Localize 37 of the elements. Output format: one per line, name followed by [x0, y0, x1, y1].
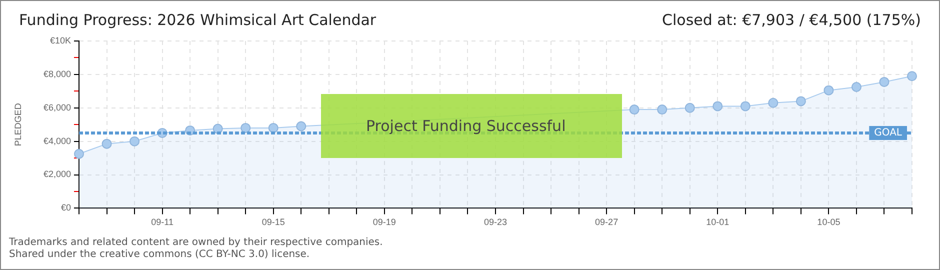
x-tick-label: 09-11 [151, 217, 174, 228]
x-tick-label: 10-01 [706, 217, 730, 228]
point [629, 104, 640, 115]
point [796, 96, 806, 106]
x-tick-label: 09-19 [372, 217, 396, 228]
chart-title: Funding Progress: 2026 Whimsical Art Calendar [19, 11, 376, 29]
y-tick-label: €8,000 [43, 68, 71, 79]
point [907, 71, 917, 82]
annotation: Project Funding Successful [366, 117, 566, 135]
point [712, 101, 723, 112]
text: Shared under the creative commons (CC BY-NC 3.0) license. [9, 249, 310, 260]
point [740, 101, 750, 112]
point [130, 136, 140, 146]
point [768, 98, 778, 108]
x-tick-label: 09-15 [262, 217, 285, 228]
y-tick-label: €10K [50, 35, 71, 46]
text: Trademarks and related content are owned by their respective companies. [9, 237, 383, 248]
point [684, 102, 695, 113]
x-tick-label: 09-23 [484, 217, 508, 228]
point [824, 85, 834, 96]
y-tick-label: €4,000 [43, 136, 71, 146]
y-tick-label: €0 [60, 202, 71, 213]
y-tick-label: €6,000 [43, 102, 71, 112]
point [268, 122, 278, 133]
point [102, 138, 112, 149]
y-tick-label: €2,000 [43, 169, 71, 180]
x-tick-label: 10-05 [817, 217, 840, 228]
y-axis-title: PLEDGED [12, 102, 23, 146]
x-tick-label: 09-27 [595, 217, 618, 228]
point [74, 148, 84, 159]
point [296, 121, 306, 132]
ref-line-label: GOAL [874, 128, 902, 139]
point [240, 122, 251, 133]
point [851, 82, 862, 92]
point [657, 104, 668, 115]
chart-subtitle: Closed at: €7,903 / €4,500 (175%) [662, 11, 921, 29]
point [879, 76, 890, 87]
